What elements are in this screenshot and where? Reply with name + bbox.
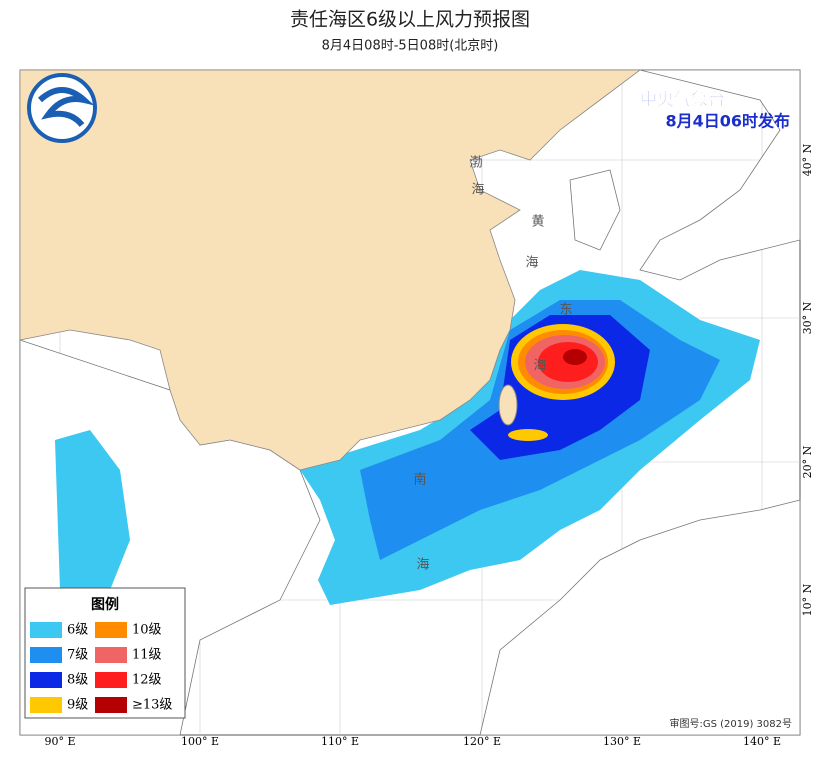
subtitle: 8月4日08时-5日08时(北京时) [322, 39, 499, 54]
legend-swatch [95, 697, 127, 713]
longitude-label: 130° E [603, 735, 641, 748]
wind-area-9b [508, 429, 548, 441]
land-taiwan [498, 384, 518, 426]
legend-swatch [95, 647, 127, 663]
logo [27, 73, 97, 143]
legend: 图例 6级 10级 7级 11级 8级 12级 9级 ≥13级 [24, 587, 186, 719]
longitude-label: 90° E [44, 735, 75, 748]
latitude-label: 40° N [801, 143, 814, 176]
legend-label: 10级 [132, 623, 162, 638]
wind-area-indian [55, 430, 130, 590]
legend-swatch [30, 647, 62, 663]
sea-label: 海 [533, 359, 546, 374]
legend-label: 11级 [132, 648, 162, 663]
legend-swatch [30, 622, 62, 638]
longitude-label: 110° E [321, 735, 359, 748]
sea-label: 海 [525, 256, 538, 271]
legend-label: 9级 [67, 698, 88, 713]
land-south [479, 499, 801, 736]
legend-swatch [30, 672, 62, 688]
legend-label: ≥13级 [132, 698, 172, 713]
sea-label: 南 [413, 472, 426, 488]
land-korea [569, 169, 621, 251]
latitude-label: 30° N [801, 301, 814, 334]
legend-label: 6级 [67, 623, 88, 638]
land-japan [639, 69, 801, 281]
land-china [19, 69, 642, 471]
legend-swatch [95, 622, 127, 638]
legend-swatch [30, 697, 62, 713]
sea-label: 渤 [469, 155, 482, 171]
sea-label: 海 [471, 183, 484, 198]
sea-label: 东 [559, 303, 572, 318]
legend-label: 7级 [67, 648, 88, 663]
sea-label: 海 [416, 558, 429, 573]
title: 责任海区6级以上风力预报图 [290, 9, 530, 31]
longitude-label: 100° E [181, 735, 219, 748]
legend-title: 图例 [91, 596, 119, 613]
legend-label: 12级 [132, 673, 162, 688]
longitude-label: 140° E [743, 735, 781, 748]
issue-time: 8月4日06时发布 [665, 112, 790, 131]
latitude-label: 20° N [801, 445, 814, 478]
issuer-name: 中央气象台 [640, 89, 725, 110]
legend-label: 8级 [67, 673, 88, 688]
legend-swatch [95, 672, 127, 688]
sea-label: 黄 [531, 215, 544, 230]
approval-number: 审图号:GS (2019) 3082号 [669, 717, 792, 730]
longitude-label: 120° E [463, 735, 501, 748]
wind-area-13 [563, 349, 587, 365]
latitude-label: 10° N [801, 583, 814, 616]
